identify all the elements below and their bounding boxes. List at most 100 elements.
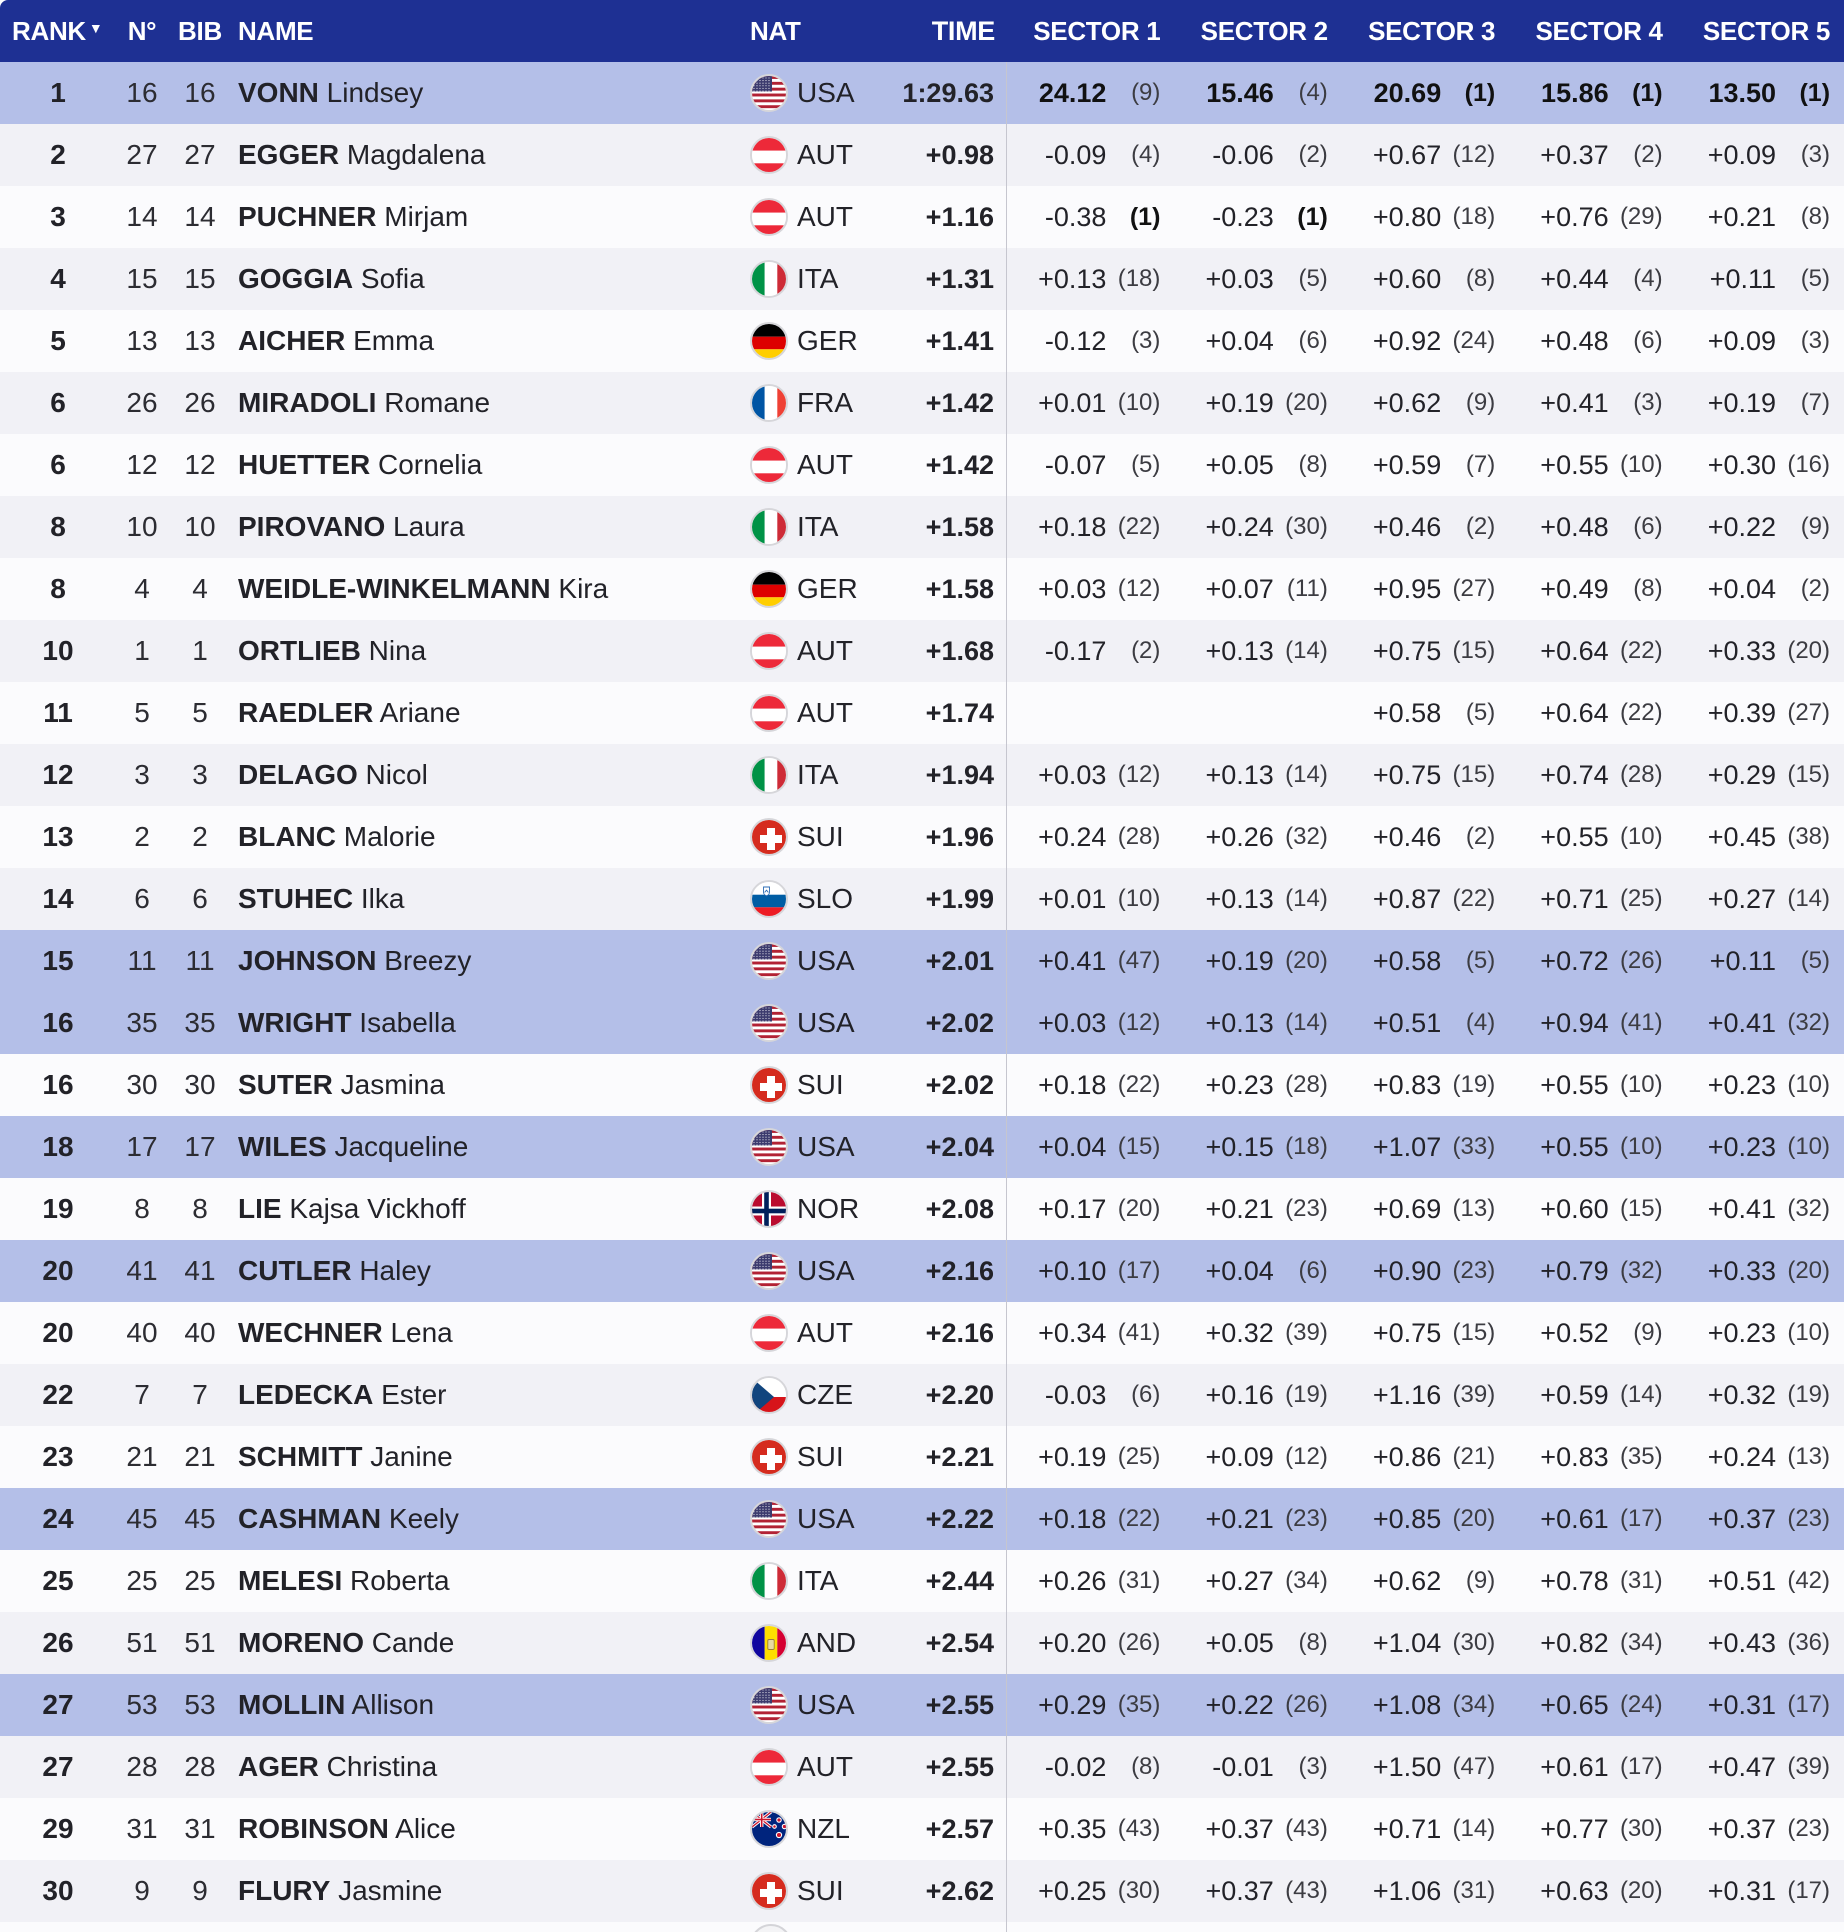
sector-3-cell: +1.50 (47) [1342,1736,1509,1798]
sector-1-cell: -0.07 (5) [1007,434,1174,496]
sector-value: +0.11 [1709,263,1777,294]
nat-cell: SLO [750,880,890,918]
column-header-sector-5[interactable]: SECTOR 5 [1702,15,1831,46]
column-header-time[interactable]: TIME [931,15,996,46]
rank-cell: 19 [42,1193,74,1224]
first-name: Christina [318,1751,438,1782]
sector-value: +0.62 [1372,387,1442,418]
sector-3-cell: +0.83 (19) [1342,1054,1509,1116]
bib-cell: 1 [192,635,208,666]
sector-rank: (22) [1452,885,1496,912]
sector-rank: (3) [1800,327,1831,354]
sector-rank: (26) [1619,947,1663,974]
sector-rank: (4) [1298,79,1328,106]
result-row: 6 26 26 MIRADOLI Romane FRA +1.42 +0.01 (10) +0.… [0,372,1844,434]
last-name: WILES [238,1131,327,1162]
column-header-rank[interactable]: RANK ▼ [0,16,116,47]
sector-rank: (10) [1787,1071,1831,1098]
sector-rank: (8) [1298,451,1328,478]
sector-1-cell: +0.03 (12) [1007,744,1174,806]
partial-spacer [0,1922,890,1932]
sector-value: +0.83 [1372,1069,1442,1100]
sector-value: +0.04 [1205,325,1274,356]
sector-2-cell: +0.13 (14) [1174,744,1341,806]
sector-value: 13.50 [1708,77,1777,108]
sector-value: +0.52 [1540,1317,1609,1348]
sector-rank: (4) [1465,1009,1496,1036]
column-header-sector-3[interactable]: SECTOR 3 [1368,15,1496,46]
sector-value: +0.55 [1540,821,1609,852]
sector-1-cell: +0.35 (43) [1007,1798,1174,1860]
result-row: 18 17 17 WILES Jacqueline USA +2.04 +0.04 (15) +… [0,1116,1844,1178]
column-header-start-number[interactable]: N° [127,15,157,46]
sector-5-cell: 13.50 (1) [1677,62,1844,124]
sector-5-cell: +0.09 (3) [1677,310,1844,372]
flag-ita-icon [750,756,788,794]
nat-cell: SUI [750,1066,890,1104]
sector-2-cell: -0.01 (3) [1174,1736,1341,1798]
last-name: ROBINSON [238,1813,389,1844]
sector-rank: (28) [1619,761,1663,788]
sector-rank: (35) [1619,1443,1663,1470]
sector-2-cell: +0.19 (20) [1174,930,1341,992]
flag-usa-icon [750,1686,788,1724]
bib-cell: 35 [184,1007,216,1038]
last-name: FLURY [238,1875,331,1906]
column-header-name[interactable]: NAME [238,15,314,46]
sector-rank: (9) [1465,389,1496,416]
sector-rank: (11) [1286,575,1328,602]
sector-rank: (20) [1787,637,1831,664]
time-cell: +1.68 [890,620,1007,682]
sector-rank: (2) [1633,141,1663,168]
sector-value: -0.12 [1044,325,1107,356]
sector-1-cell: +0.26 (31) [1007,1550,1174,1612]
sector-4-cell: 15.86 (1) [1509,62,1676,124]
sector-rank: (3) [1298,1753,1328,1780]
sector-1-cell: +0.03 (12) [1007,992,1174,1054]
rank-cell: 13 [42,821,74,852]
first-name: Lindsey [318,77,424,108]
column-header-sector-1[interactable]: SECTOR 1 [1033,15,1161,46]
column-header-bib[interactable]: BIB [178,15,222,46]
sector-value: +0.26 [1205,821,1274,852]
sector-3-cell: +0.58 (5) [1342,682,1509,744]
name-cell: HUETTER Cornelia [232,449,750,481]
sector-value: +0.60 [1372,263,1442,294]
result-row: 15 11 11 JOHNSON Breezy USA +2.01 +0.41 (47) +0.… [0,930,1844,992]
sector-value: +0.82 [1540,1627,1609,1658]
last-name: DELAGO [238,759,358,790]
sector-3-cell: +0.46 (2) [1342,496,1509,558]
nat-cell: AUT [750,446,890,484]
sector-4-cell: +0.48 (6) [1509,496,1676,558]
sector-1-cell: +0.01 (10) [1007,372,1174,434]
sector-3-cell: 20.69 (1) [1342,62,1509,124]
last-name: LEDECKA [238,1379,374,1410]
start-number-cell: 12 [126,449,158,480]
start-number-cell: 16 [126,77,158,108]
flag-sui-icon [750,818,788,856]
sector-rank: (39) [1285,1319,1328,1346]
flag-usa-icon [750,942,788,980]
rank-cell: 18 [42,1131,74,1162]
sector-rank: (10) [1787,1319,1831,1346]
sector-5-cell: +0.31 (17) [1677,1860,1844,1922]
sector-2-cell [1174,682,1341,744]
column-header-sector-2[interactable]: SECTOR 2 [1200,15,1328,46]
sector-rank: (17) [1619,1505,1663,1532]
column-header-nat[interactable]: NAT [750,15,801,46]
sector-value: +0.41 [1707,1193,1777,1224]
last-name: CASHMAN [238,1503,382,1534]
sector-5-cell: +0.33 (20) [1677,620,1844,682]
first-name: Kira [550,573,609,604]
name-cell: MELESI Roberta [232,1565,750,1597]
sector-value: +0.75 [1372,759,1442,790]
rank-cell: 3 [50,201,66,232]
nat-cell: NZL [750,1810,890,1848]
column-header-sector-4[interactable]: SECTOR 4 [1535,15,1663,46]
sector-rank: (8) [1131,1753,1161,1780]
sector-3-cell: +1.07 (33) [1342,1116,1509,1178]
result-row: 26 51 51 MORENO Cande AND +2.54 +0.20 (26) +0.05… [0,1612,1844,1674]
nat-code: AUT [797,635,853,666]
bib-cell: 13 [184,325,216,356]
name-cell: GOGGIA Sofia [232,263,750,295]
